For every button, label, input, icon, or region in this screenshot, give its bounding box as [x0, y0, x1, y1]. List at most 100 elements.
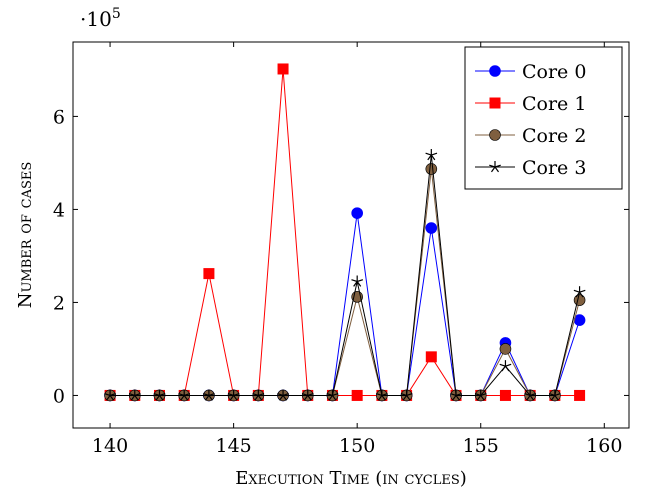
data-point-ray [406, 393, 413, 397]
data-point-ray [258, 393, 265, 397]
data-point-ray [229, 395, 235, 401]
data-point-ray [178, 393, 185, 397]
data-point-ray [128, 393, 135, 397]
data-point-ray [550, 395, 556, 401]
data-point-ray [455, 395, 461, 401]
data-point-ray [573, 289, 580, 293]
x-tick-label: 160 [586, 435, 622, 457]
data-point [351, 389, 363, 401]
series-0 [104, 207, 586, 402]
data-point-ray [303, 395, 309, 401]
data-point-ray [377, 395, 383, 401]
data-point-ray [431, 152, 438, 156]
data-point-ray [208, 395, 213, 401]
data-point-ray [375, 393, 383, 397]
data-point-ray [501, 365, 506, 372]
legend: Core 0 Core 1 Core 2 Core 3 [464, 46, 623, 190]
data-point-ray [505, 363, 512, 367]
data-point-ray [480, 393, 487, 397]
data-point [573, 294, 586, 306]
data-point-ray [257, 395, 263, 401]
data-point-ray [554, 395, 559, 401]
data-point [351, 207, 363, 219]
data-point-ray [504, 365, 510, 372]
legend-marker-ray [489, 164, 496, 168]
data-point [425, 149, 438, 161]
data-point-ray [406, 395, 411, 401]
data-point-ray [159, 393, 166, 397]
data-point-ray [106, 395, 111, 401]
data-point-ray [203, 393, 210, 397]
data-point-ray [351, 279, 358, 283]
data-point-ray [104, 393, 111, 397]
data-point-ray [476, 395, 482, 401]
data-point [178, 389, 191, 401]
data-point-ray [227, 393, 234, 397]
data-point-ray [279, 395, 284, 401]
data-point-ray [180, 395, 185, 401]
legend-label: Core 3 [522, 157, 586, 179]
x-axis-label: Execution Time (in cycles) [235, 468, 467, 489]
x-tick-label: 150 [339, 435, 375, 457]
data-point-ray [254, 395, 259, 401]
data-point-ray [524, 393, 531, 397]
data-point [326, 389, 339, 401]
data-point-ray [130, 395, 136, 401]
data-point [203, 268, 215, 280]
x-axis-ticks: 140 145 150 155 160 [92, 42, 622, 457]
data-point-ray [307, 395, 312, 401]
data-point-ray [326, 393, 333, 397]
legend-marker [489, 97, 501, 109]
data-point [400, 389, 413, 401]
data-point [375, 389, 388, 401]
data-point-ray [282, 395, 288, 401]
y-axis-multiplier-exponent: 5 [112, 6, 121, 22]
x-tick-label: 145 [215, 435, 251, 457]
data-point-ray [529, 393, 537, 397]
data-point-ray [499, 363, 506, 367]
data-point [203, 389, 215, 401]
data-point-ray [307, 393, 314, 397]
data-point-ray [159, 395, 164, 401]
legend-item: Core 0 [475, 61, 586, 83]
data-point-ray [109, 393, 116, 397]
data-point-ray [548, 393, 556, 397]
series-3 [104, 149, 586, 401]
data-point [524, 389, 537, 401]
data-point [573, 286, 586, 298]
data-point-ray [427, 154, 432, 161]
series-line [110, 213, 581, 396]
legend-label: Core 1 [522, 93, 586, 115]
data-point-ray [204, 395, 210, 401]
data-point [499, 360, 512, 372]
data-point-ray [183, 395, 189, 401]
data-point-ray [331, 395, 337, 401]
y-axis-ticks: 0 2 4 6 [53, 106, 629, 407]
y-tick-label: 2 [53, 292, 65, 314]
series-line [110, 168, 581, 396]
series-2 [104, 163, 586, 402]
data-point-ray [529, 395, 535, 401]
data-point-ray [353, 281, 358, 287]
data-point [153, 389, 166, 401]
data-point [548, 389, 561, 401]
legend-marker-ray [490, 166, 496, 173]
data-point-ray [430, 154, 436, 161]
data-point-ray [381, 393, 388, 397]
chart-marks [104, 63, 586, 402]
data-point [128, 389, 141, 401]
data-point [277, 389, 289, 401]
data-point-ray [301, 393, 308, 397]
data-point-ray [109, 395, 115, 401]
data-point-ray [252, 393, 259, 397]
data-point-ray [455, 393, 462, 397]
data-point-ray [134, 393, 141, 397]
data-point-ray [328, 395, 333, 401]
data-point-ray [452, 395, 457, 401]
y-axis-multiplier-base: ·10 [80, 7, 112, 31]
x-tick-label: 140 [92, 435, 128, 457]
data-point [227, 389, 240, 401]
data-point [499, 343, 512, 355]
data-point-ray [277, 393, 284, 397]
data-point [301, 389, 314, 401]
